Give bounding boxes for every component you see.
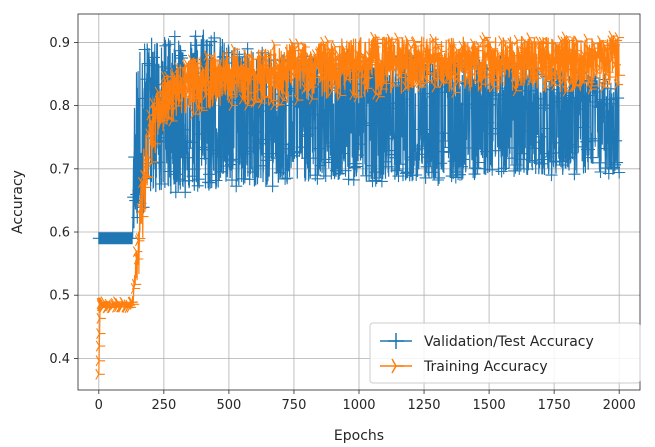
- x-tick-label: 1750: [538, 398, 571, 413]
- x-tick-label: 2000: [603, 398, 636, 413]
- x-tick-label: 1250: [407, 398, 440, 413]
- legend-box: [369, 322, 641, 384]
- x-tick-label: 1500: [473, 398, 506, 413]
- series-markers: [95, 30, 626, 380]
- y-axis-label: Accuracy: [10, 170, 26, 234]
- x-tick-label: 250: [151, 398, 176, 413]
- series-layer: [92, 29, 626, 380]
- y-tick-label: 0.7: [49, 162, 70, 177]
- y-tick-label: 0.4: [49, 352, 70, 367]
- y-tick-label: 0.6: [49, 226, 70, 241]
- legend-label-training: Training Accuracy: [423, 359, 548, 375]
- legend-label-validation: Validation/Test Accuracy: [424, 334, 594, 350]
- legend: Validation/Test Accuracy Training Accura…: [369, 322, 641, 384]
- x-tick-label: 0: [95, 398, 103, 413]
- legend-marker-training: [380, 358, 412, 374]
- y-tick-label: 0.8: [49, 99, 70, 114]
- y-tick-label: 0.9: [49, 36, 70, 51]
- legend-marker-validation: [380, 333, 412, 349]
- legend-entry-training: Training Accuracy: [380, 358, 548, 375]
- series-training: [95, 30, 626, 380]
- legend-entry-validation: Validation/Test Accuracy: [380, 333, 594, 350]
- x-axis-label: Epochs: [334, 428, 384, 444]
- y-tick-label: 0.5: [49, 289, 70, 304]
- x-tick-label: 750: [282, 398, 307, 413]
- x-tick-label: 500: [216, 398, 241, 413]
- ticks: 0 250 500 750 1000 1250 1500 1750 2000 0.4 0.5 0.6 0…: [49, 36, 635, 413]
- x-tick-label: 1000: [342, 398, 375, 413]
